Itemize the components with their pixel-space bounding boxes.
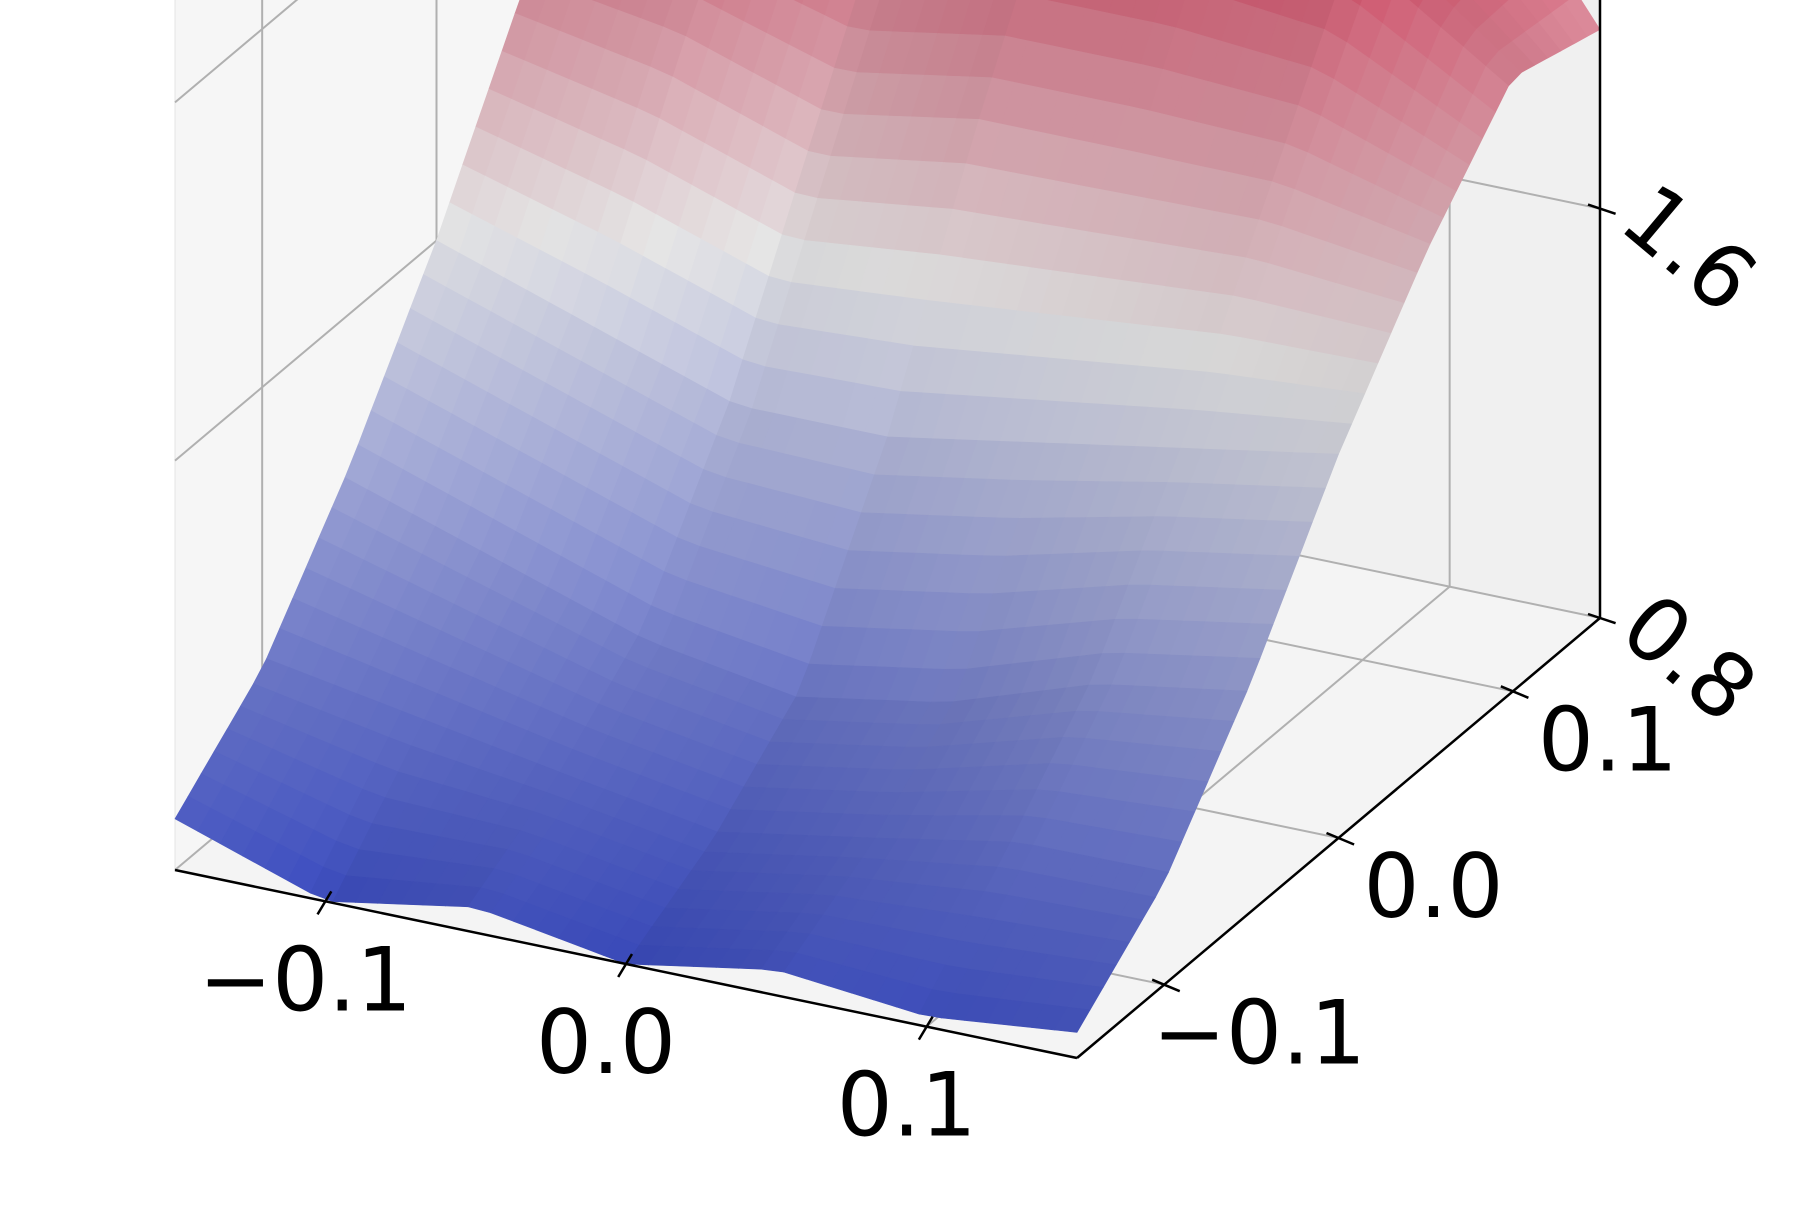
surface-mesh — [174, 0, 1601, 1033]
x-tick-label-2: 0.1 — [837, 1054, 977, 1157]
z-tick-0 — [1587, 612, 1616, 625]
x-tick-1 — [617, 953, 634, 978]
y-tick-label-0: −0.1 — [1152, 982, 1366, 1085]
y-tick-0 — [1151, 978, 1181, 993]
surface-patch-0-39 — [1053, 1006, 1091, 1033]
y-tick-label-2: 0.1 — [1538, 688, 1678, 791]
x-tick-0 — [316, 890, 333, 915]
x-tick-label-0: −0.1 — [198, 928, 412, 1031]
x-tick-2 — [917, 1016, 934, 1041]
y-tick-label-1: 0.0 — [1364, 835, 1504, 938]
z-tick-1 — [1587, 203, 1616, 215]
x-tick-label-1: 0.0 — [536, 991, 676, 1094]
y-tick-2 — [1500, 685, 1529, 699]
z-grid-left-2 — [174, 0, 299, 104]
y-tick-1 — [1326, 831, 1355, 846]
z-tick-label-1: 1.6 — [1603, 164, 1776, 333]
surface-patch-36-37 — [1497, 0, 1510, 7]
axis-lines — [174, 0, 1616, 1060]
